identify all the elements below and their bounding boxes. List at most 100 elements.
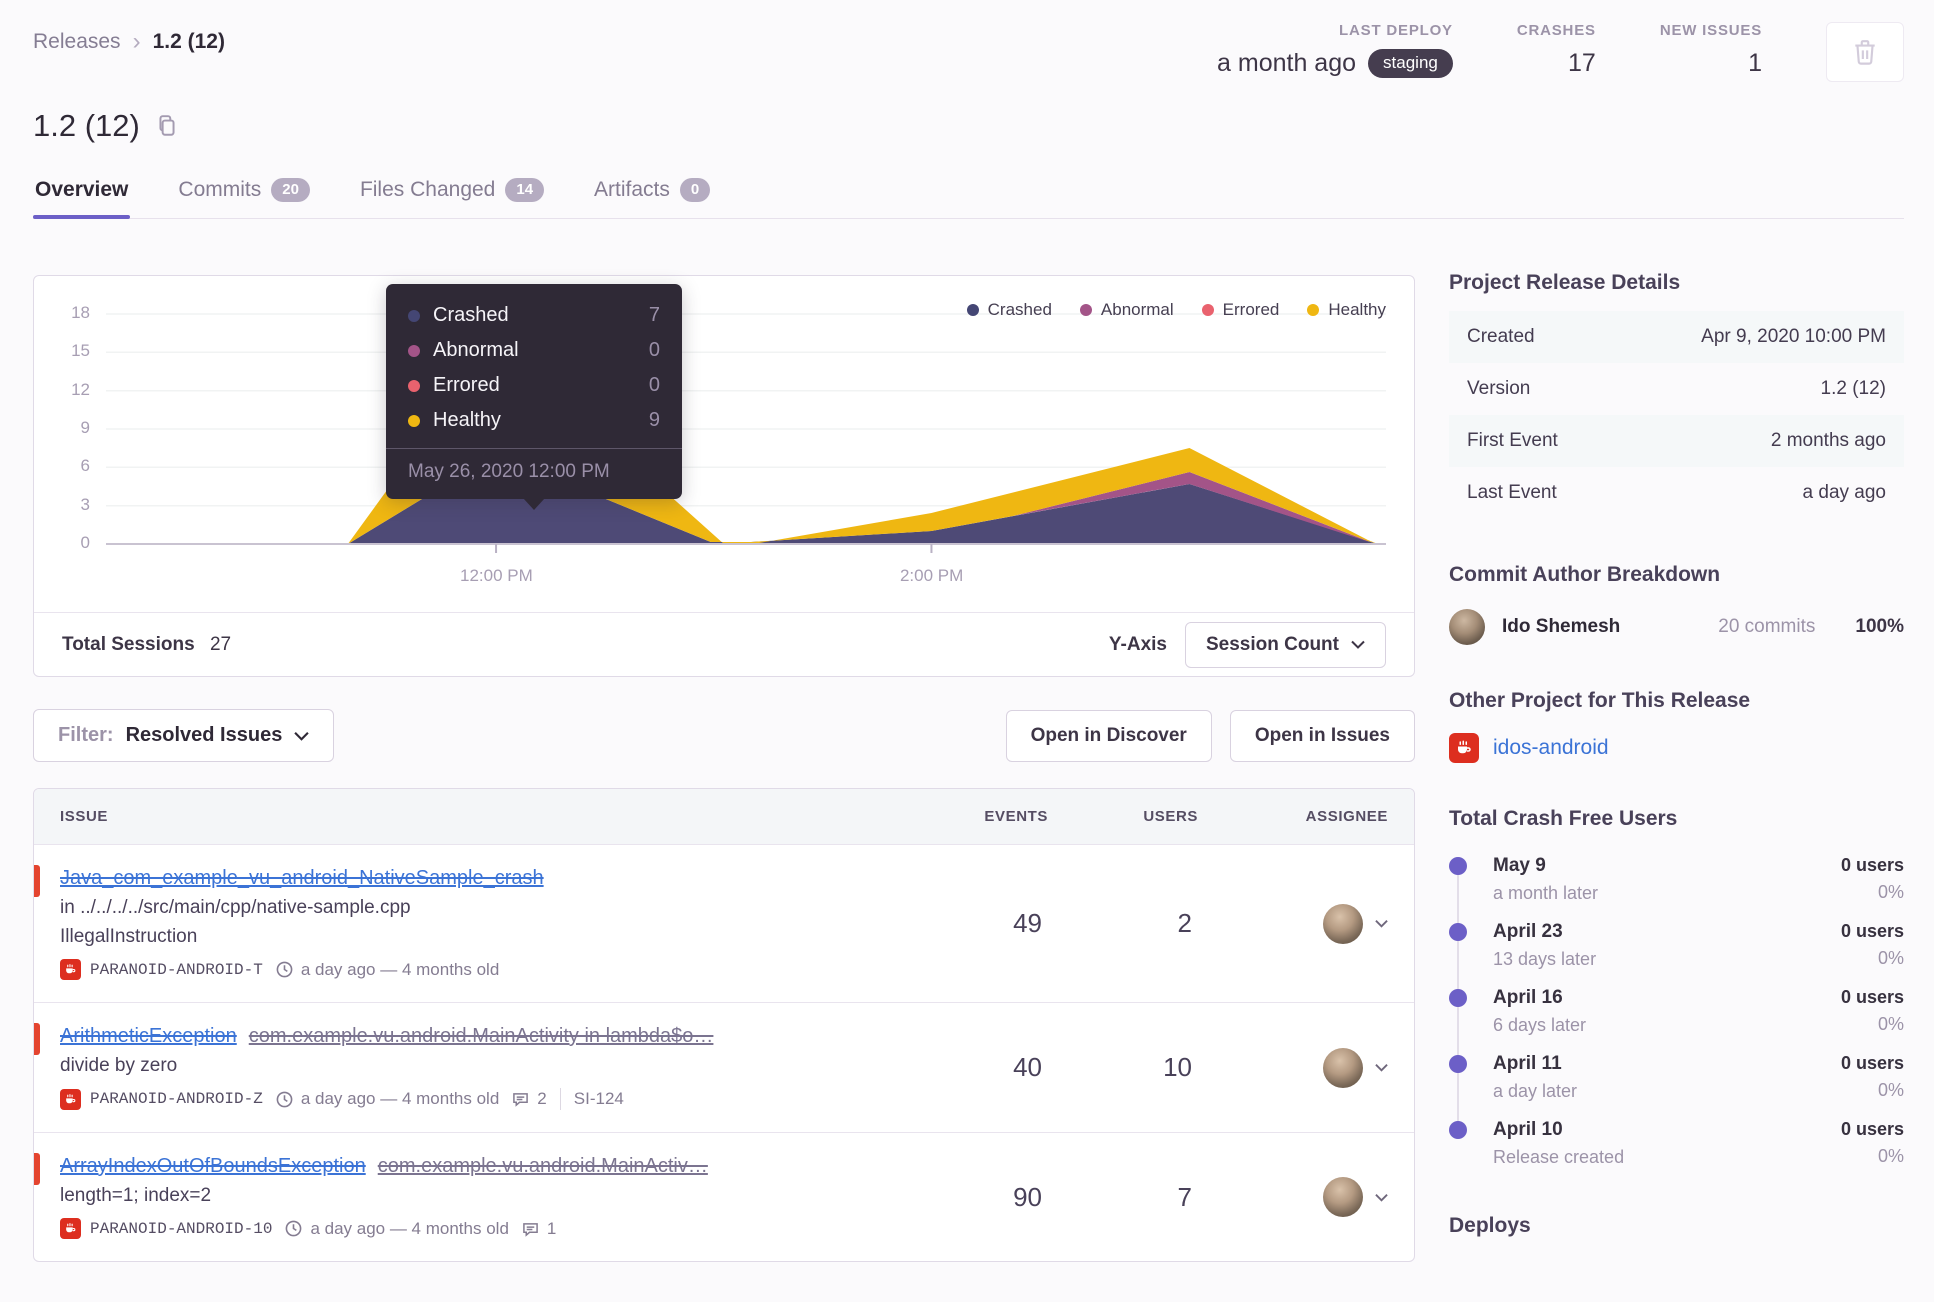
delete-release-button[interactable] bbox=[1826, 22, 1904, 82]
tooltip-crashed-dot bbox=[408, 309, 420, 322]
open-in-discover-button[interactable]: Open in Discover bbox=[1005, 709, 1212, 762]
timeline-percent: 0% bbox=[1877, 1146, 1904, 1166]
legend-item-crashed[interactable]: Crashed bbox=[966, 300, 1052, 320]
tab-overview-label: Overview bbox=[35, 178, 129, 201]
col-assignee: ASSIGNEE bbox=[1305, 808, 1388, 825]
assignee-avatar bbox=[1323, 1047, 1363, 1088]
timeline-users: 0 users bbox=[1840, 1119, 1904, 1139]
filter-value: Resolved Issues bbox=[125, 724, 283, 746]
sessions-chart-card: Crashed Abnormal Errored Healthy bbox=[33, 275, 1415, 677]
events-count: 49 bbox=[1013, 908, 1042, 938]
tab-artifacts-label: Artifacts bbox=[594, 178, 670, 201]
legend-item-abnormal[interactable]: Abnormal bbox=[1079, 300, 1174, 320]
tab-files-changed-label: Files Changed bbox=[359, 178, 496, 201]
error-level-bar bbox=[34, 1023, 40, 1055]
project-name: PARANOID-ANDROID-10 bbox=[90, 1219, 273, 1238]
x-tick-2pm: 2:00 PM bbox=[899, 566, 964, 585]
detail-row-created: Created Apr 9, 2020 10:00 PM bbox=[1449, 311, 1904, 363]
timeline-sub: Release created bbox=[1493, 1147, 1625, 1167]
project-chip[interactable]: PARANOID-ANDROID-Z bbox=[60, 1088, 263, 1110]
breadcrumb-releases-link[interactable]: Releases bbox=[33, 30, 121, 53]
detail-row-version: Version 1.2 (12) bbox=[1449, 363, 1904, 415]
trash-icon bbox=[1852, 38, 1878, 66]
clock-icon bbox=[276, 961, 293, 978]
comments-icon bbox=[522, 1221, 539, 1237]
tooltip-abnormal-value: 0 bbox=[648, 339, 660, 361]
chevron-down-icon bbox=[1375, 919, 1388, 928]
tab-overview[interactable]: Overview bbox=[33, 178, 131, 219]
timeline-sub: 6 days later bbox=[1493, 1015, 1587, 1035]
issues-toolbar: Filter: Resolved Issues Open in Discover… bbox=[33, 709, 1415, 762]
y-tick-0: 0 bbox=[80, 533, 90, 552]
issue-title-link[interactable]: ArithmeticException bbox=[60, 1025, 237, 1047]
issues-filter-select[interactable]: Filter: Resolved Issues bbox=[33, 709, 335, 762]
timeline-sub: a month later bbox=[1493, 883, 1599, 903]
deploys-heading: Deploys bbox=[1449, 1214, 1531, 1237]
timeline-dot bbox=[1449, 1055, 1467, 1073]
tab-commits-badge: 20 bbox=[271, 178, 310, 202]
tooltip-healthy-label: Healthy bbox=[433, 409, 501, 431]
detail-label: Version bbox=[1467, 378, 1531, 399]
y-tick-18: 18 bbox=[71, 303, 90, 322]
y-tick-15: 15 bbox=[71, 341, 90, 360]
tab-files-changed[interactable]: Files Changed 14 bbox=[358, 178, 546, 218]
assignee-selector[interactable] bbox=[1198, 1047, 1388, 1088]
tooltip-errored-value: 0 bbox=[648, 374, 660, 396]
tooltip-date: May 26, 2020 12:00 PM bbox=[408, 461, 610, 482]
issue-culprit: com.example.vu.android.MainActivity in l… bbox=[248, 1025, 714, 1047]
healthy-legend-dot bbox=[1307, 304, 1320, 316]
open-in-issues-button[interactable]: Open in Issues bbox=[1229, 709, 1415, 762]
breadcrumb: Releases › 1.2 (12) bbox=[33, 22, 225, 54]
tab-commits[interactable]: Commits 20 bbox=[176, 178, 312, 218]
last-deploy-value: a month ago bbox=[1217, 49, 1357, 77]
timeline-sub: 13 days later bbox=[1493, 949, 1597, 969]
total-sessions-value: 27 bbox=[209, 633, 232, 655]
yaxis-select[interactable]: Session Count bbox=[1184, 621, 1386, 668]
project-chip[interactable]: PARANOID-ANDROID-T bbox=[60, 959, 263, 980]
breadcrumb-separator-icon: › bbox=[132, 28, 141, 55]
tooltip-healthy-dot bbox=[408, 414, 420, 427]
legend-item-healthy[interactable]: Healthy bbox=[1307, 300, 1386, 320]
meta-divider bbox=[559, 1088, 561, 1110]
timeline-date: April 11 bbox=[1493, 1053, 1562, 1074]
timeline-users: 0 users bbox=[1840, 1053, 1904, 1073]
tab-artifacts[interactable]: Artifacts 0 bbox=[592, 178, 712, 218]
header-stats: LAST DEPLOY a month ago staging CRASHES … bbox=[1217, 22, 1904, 82]
author-name: Ido Shemesh bbox=[1502, 616, 1621, 637]
tab-commits-label: Commits bbox=[178, 178, 262, 201]
coffee-project-icon bbox=[1449, 733, 1479, 763]
new-issues-value: 1 bbox=[1748, 49, 1762, 77]
chart-plot-area[interactable]: 12:00 PM 2:00 PM bbox=[106, 313, 1386, 585]
timeline-users: 0 users bbox=[1840, 921, 1904, 941]
errored-legend-label: Errored bbox=[1222, 300, 1280, 319]
issue-title-link[interactable]: ArrayIndexOutOfBoundsException bbox=[60, 1155, 366, 1177]
x-tick-12pm: 12:00 PM bbox=[460, 566, 533, 585]
assignee-selector[interactable] bbox=[1198, 1177, 1388, 1217]
project-name: PARANOID-ANDROID-T bbox=[90, 960, 263, 979]
timeline-dot bbox=[1449, 923, 1467, 941]
legend-item-errored[interactable]: Errored bbox=[1201, 300, 1280, 320]
issues-table: ISSUE EVENTS USERS ASSIGNEE Java_com_exa… bbox=[33, 788, 1415, 1262]
other-project-link-row[interactable]: idos-android bbox=[1449, 733, 1904, 763]
total-sessions-label: Total Sessions bbox=[62, 633, 195, 655]
issue-row: Java_com_example_vu_android_NativeSample… bbox=[34, 845, 1414, 1003]
project-chip[interactable]: PARANOID-ANDROID-10 bbox=[60, 1218, 272, 1239]
page-title: 1.2 (12) bbox=[33, 108, 140, 143]
crashes-label: CRASHES bbox=[1516, 22, 1596, 39]
copy-version-button[interactable] bbox=[154, 112, 180, 140]
chevron-down-icon bbox=[1375, 1193, 1388, 1202]
project-release-details-section: Project Release Details Created Apr 9, 2… bbox=[1449, 271, 1904, 519]
crash-free-users-section: Total Crash Free Users May 9 a month lat… bbox=[1449, 807, 1904, 1168]
issue-age: a day ago — 4 months old bbox=[300, 959, 500, 979]
other-project-link[interactable]: idos-android bbox=[1493, 736, 1609, 759]
comments-count: 1 bbox=[546, 1218, 557, 1238]
assignee-selector[interactable] bbox=[1198, 903, 1388, 944]
detail-label: Last Event bbox=[1467, 482, 1557, 503]
other-project-heading: Other Project for This Release bbox=[1449, 689, 1751, 712]
title-row: 1.2 (12) bbox=[33, 108, 1904, 144]
timeline-entry: May 9 a month later 0 users 0% bbox=[1449, 855, 1904, 904]
issue-title-link[interactable]: Java_com_example_vu_android_NativeSample… bbox=[60, 867, 544, 889]
users-count: 2 bbox=[1177, 908, 1192, 938]
sessions-chart: Crashed Abnormal Errored Healthy bbox=[34, 276, 1414, 612]
timeline-entry: April 10 Release created 0 users 0% bbox=[1449, 1119, 1904, 1168]
